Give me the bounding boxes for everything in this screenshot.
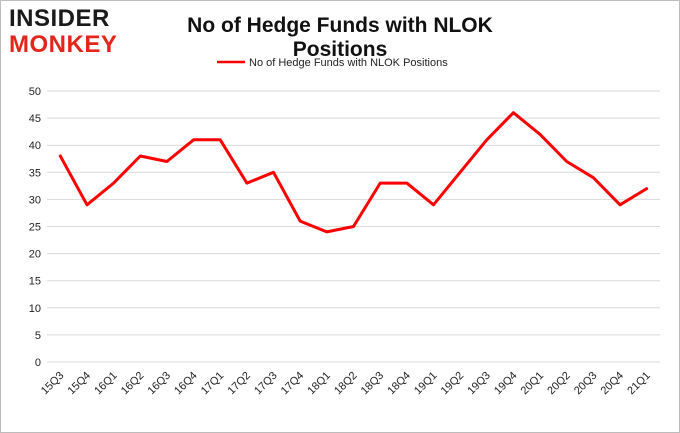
y-tick-label: 30 [29,194,41,206]
y-tick-label: 40 [29,140,41,152]
x-tick-label: 18Q4 [385,370,413,398]
x-tick-label: 19Q4 [492,370,520,398]
x-tick-label: 16Q2 [119,370,147,398]
y-tick-label: 25 [29,222,41,234]
y-tick-label: 50 [29,86,41,98]
x-tick-label: 17Q1 [199,370,227,398]
logo-line-1: INSIDER [9,5,110,32]
y-tick-label: 10 [29,303,41,315]
x-tick-label: 19Q3 [465,370,493,398]
x-tick-label: 16Q1 [92,370,120,398]
series-layer [58,111,649,234]
x-tick-label: 21Q1 [625,370,653,398]
y-tick-label: 15 [29,276,41,288]
series-line [58,111,649,234]
y-tick-label: 0 [35,357,41,369]
x-tick-label: 17Q4 [279,370,307,398]
x-tick-label: 15Q4 [66,370,94,398]
x-tick-label: 18Q3 [359,370,387,398]
x-tick-label: 18Q1 [305,370,333,398]
y-tick-label: 5 [35,330,41,342]
legend: No of Hedge Funds with NLOK Positions [217,57,448,69]
x-tick-label: 19Q2 [439,370,467,398]
y-tick-label: 35 [29,167,41,179]
x-tick-label: 20Q3 [572,370,600,398]
x-axis-ticks: 15Q3 15Q4 16Q1 16Q2 16Q3 16Q4 17Q1 17Q2 17Q3 17Q4… [39,370,653,398]
chart-title: No of Hedge Funds with NLOK Positions [187,14,493,61]
x-tick-label: 20Q1 [519,370,547,398]
x-tick-label: 17Q2 [225,370,253,398]
gridlines [47,90,660,363]
x-tick-label: 18Q2 [332,370,360,398]
legend-label: No of Hedge Funds with NLOK Positions [249,57,448,69]
x-tick-label: 20Q4 [599,370,627,398]
y-tick-label: 20 [29,249,41,261]
x-tick-label: 16Q3 [146,370,174,398]
x-tick-label: 16Q4 [172,370,200,398]
logo-line-2: MONKEY [9,31,118,58]
x-tick-label: 15Q3 [39,370,67,398]
y-axis-ticks: 0 5 10 15 20 25 30 35 40 45 50 [29,86,41,369]
x-tick-label: 19Q1 [412,370,440,398]
insider-monkey-logo: INSIDER MONKEY [9,7,127,57]
y-tick-label: 45 [29,113,41,125]
x-tick-label: 17Q3 [252,370,280,398]
x-tick-label: 20Q2 [545,370,573,398]
